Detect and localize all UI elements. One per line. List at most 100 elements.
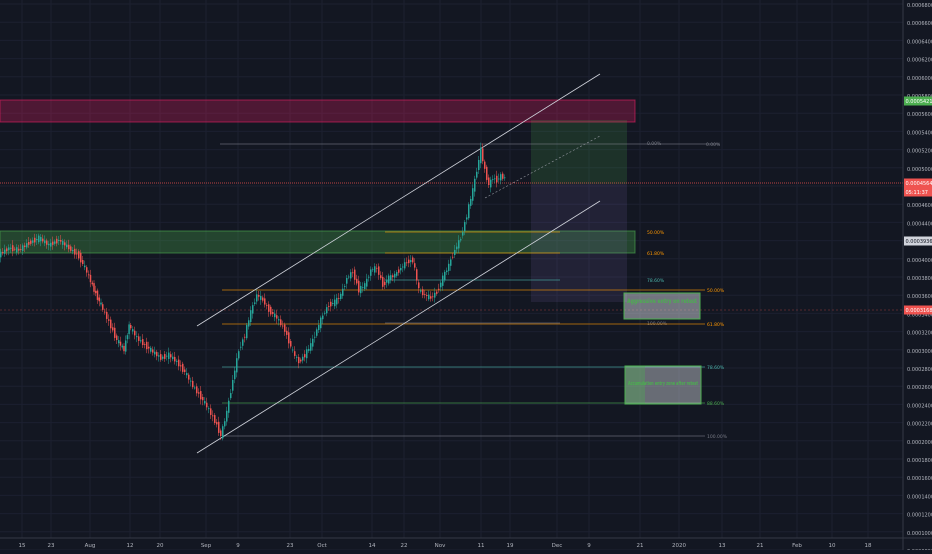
candle-body bbox=[316, 329, 318, 335]
price-tick-label: 0.0002000 bbox=[907, 440, 932, 446]
candle-body bbox=[123, 346, 125, 351]
candle-body bbox=[482, 148, 484, 161]
candle-body bbox=[292, 350, 294, 351]
candle-body bbox=[26, 243, 28, 247]
time-tick-label: 15 bbox=[19, 543, 26, 549]
candle-body bbox=[102, 304, 104, 310]
candle-body bbox=[496, 176, 498, 183]
candle-body bbox=[356, 279, 358, 284]
candle-body bbox=[334, 300, 336, 307]
candle-body bbox=[304, 354, 306, 357]
candle-body bbox=[504, 177, 506, 178]
price-tick-label: 0.0004400 bbox=[907, 221, 932, 227]
candle-body bbox=[140, 340, 142, 341]
candle-body bbox=[406, 262, 408, 263]
price-tick-label: 0.0002600 bbox=[907, 385, 932, 391]
candle-body bbox=[170, 354, 172, 357]
price-tick-label: 0.0001800 bbox=[907, 458, 932, 464]
candle-body bbox=[2, 252, 4, 253]
candle-body bbox=[254, 302, 256, 303]
candle-body bbox=[248, 320, 250, 326]
candle-body bbox=[492, 179, 494, 180]
candle-body bbox=[106, 312, 108, 319]
candle-body bbox=[176, 361, 178, 362]
candle-body bbox=[62, 241, 64, 245]
candle-body bbox=[442, 276, 444, 286]
candle-body bbox=[202, 397, 204, 400]
candle-body bbox=[314, 337, 316, 338]
candle-body bbox=[128, 324, 130, 334]
candle-body bbox=[274, 314, 276, 318]
time-tick-label: 10 bbox=[829, 543, 836, 549]
candle-body bbox=[378, 266, 380, 274]
candle-body bbox=[282, 326, 284, 327]
time-tick-label: Dec bbox=[552, 543, 563, 549]
fib-lower-label: 50.00% bbox=[707, 288, 725, 294]
candle-body bbox=[104, 312, 106, 313]
time-tick-label: Sep bbox=[201, 543, 212, 549]
candle-body bbox=[18, 249, 20, 251]
candle-body bbox=[66, 245, 68, 248]
candle-body bbox=[232, 380, 234, 391]
candle-body bbox=[222, 426, 224, 438]
candle-body bbox=[228, 401, 230, 413]
candle-body bbox=[54, 241, 56, 243]
candle-body bbox=[204, 401, 206, 403]
time-tick-label: 21 bbox=[637, 543, 644, 549]
candle-body bbox=[110, 320, 112, 329]
candle-body bbox=[68, 245, 70, 249]
resistance-zone bbox=[0, 100, 635, 122]
candle-body bbox=[52, 242, 54, 245]
candle-body bbox=[360, 286, 362, 293]
candle-body bbox=[408, 260, 410, 264]
candle-body bbox=[122, 346, 124, 348]
candle-body bbox=[336, 298, 338, 305]
candle-body bbox=[380, 275, 382, 278]
candle-body bbox=[452, 257, 454, 258]
candle-body bbox=[156, 352, 158, 356]
candle-body bbox=[127, 335, 128, 339]
time-tick-label: Aug bbox=[85, 543, 96, 549]
candle-body bbox=[260, 296, 262, 300]
fib-lower-label: 88.60% bbox=[707, 401, 725, 407]
candle-body bbox=[302, 357, 304, 361]
candle-body bbox=[446, 271, 448, 273]
entry-price-label: 0.0003168 bbox=[906, 308, 932, 314]
candle-body bbox=[74, 249, 76, 255]
price-tick-label: 0.0005400 bbox=[907, 130, 932, 136]
candle-body bbox=[86, 267, 88, 272]
candle-body bbox=[182, 364, 184, 372]
candle-body bbox=[186, 373, 188, 375]
candle-body bbox=[120, 342, 122, 346]
candle-body bbox=[332, 303, 334, 304]
time-tick-label: 9 bbox=[236, 543, 240, 549]
fib-lower-label: 61.80% bbox=[707, 322, 725, 328]
candle-body bbox=[154, 352, 156, 355]
candle-body bbox=[416, 269, 418, 280]
price-tick-label: 0.0005600 bbox=[907, 112, 932, 118]
candle-body bbox=[34, 238, 36, 243]
candle-body bbox=[93, 283, 95, 292]
candle-body bbox=[388, 276, 390, 284]
candle-body bbox=[298, 357, 300, 363]
candle-body bbox=[60, 240, 62, 242]
candle-body bbox=[430, 296, 432, 298]
candle-body bbox=[470, 199, 472, 206]
candle-body bbox=[112, 327, 114, 330]
candle-body bbox=[76, 254, 78, 255]
candle-body bbox=[486, 167, 488, 180]
candle-body bbox=[58, 240, 60, 241]
price-tick-label: 0.0003600 bbox=[907, 294, 932, 300]
candle-body bbox=[494, 178, 496, 179]
time-tick-label: 9 bbox=[587, 543, 591, 549]
candle-body bbox=[108, 319, 110, 320]
candle-body bbox=[246, 325, 248, 338]
candle-body bbox=[354, 270, 356, 280]
time-tick-label: 19 bbox=[507, 543, 514, 549]
candle-body bbox=[444, 272, 446, 281]
candle-body bbox=[152, 349, 154, 352]
candle-body bbox=[125, 340, 127, 351]
candle-body bbox=[6, 248, 8, 251]
